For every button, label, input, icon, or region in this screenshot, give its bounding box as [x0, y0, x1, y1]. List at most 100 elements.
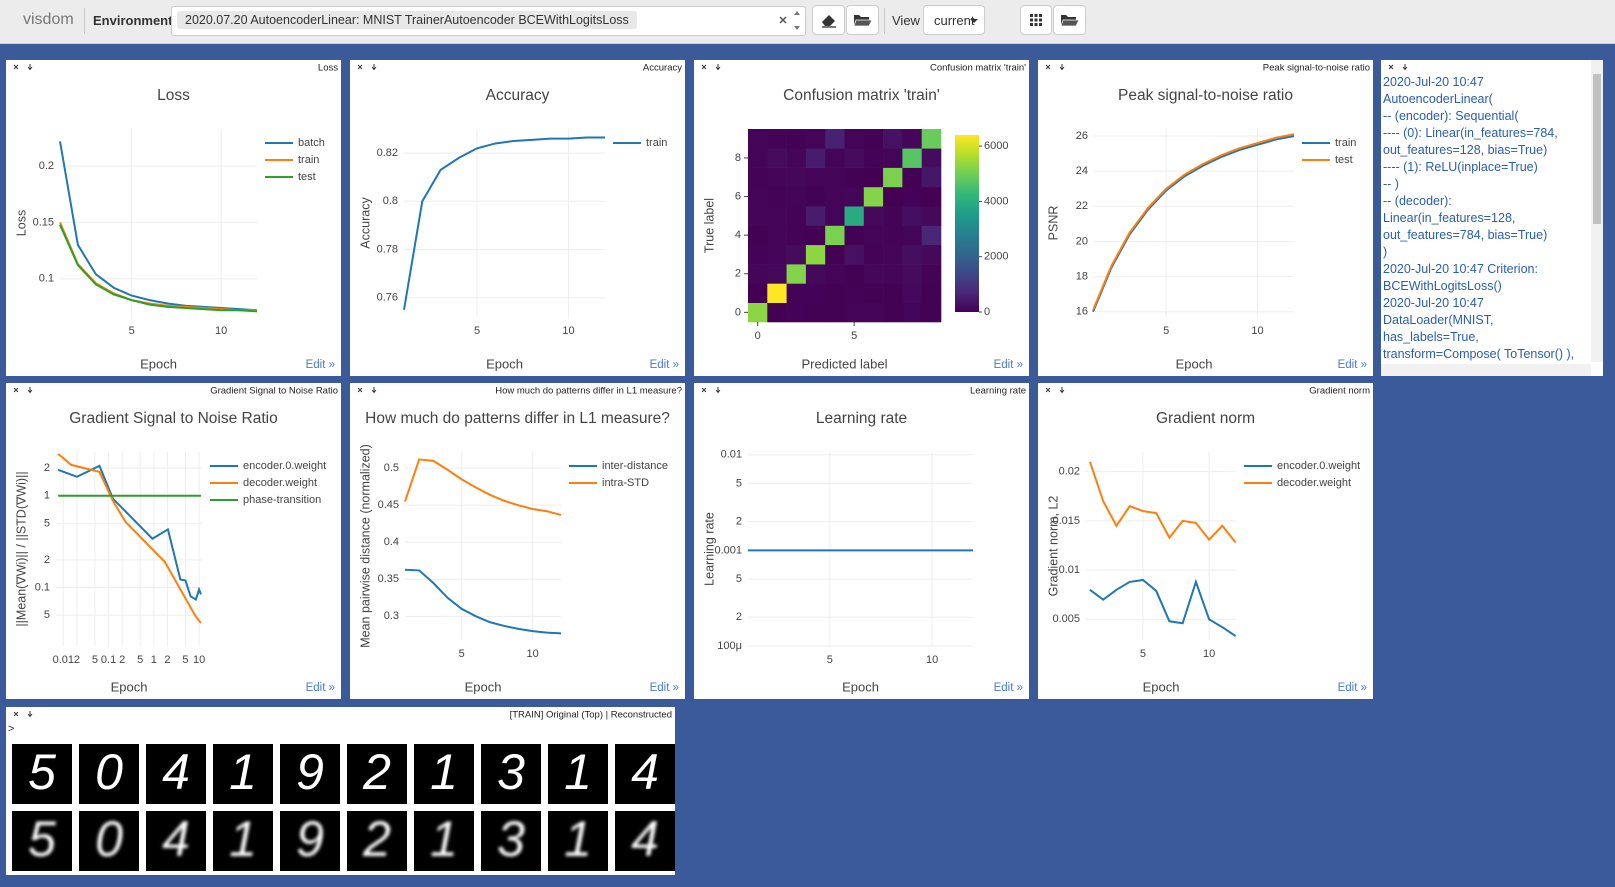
x-tick-label: 10 [926, 654, 938, 666]
download-icon[interactable] [1402, 64, 1408, 71]
close-icon[interactable] [13, 64, 19, 70]
download-icon[interactable] [371, 64, 377, 71]
close-icon[interactable] [13, 711, 19, 717]
clear-button[interactable] [812, 5, 845, 35]
y-tick-label: 0.001 [714, 544, 742, 556]
pane-canvas: Loss Loss Epoch Loss Edit » 5 10 0.1 0.15 0.2 batc… [13, 63, 338, 371]
legend-label: phase-transition [243, 494, 321, 506]
heatmap-cell [825, 264, 845, 284]
heatmap-cell [825, 244, 845, 265]
edit-link[interactable]: Edit » [306, 359, 335, 371]
y-tick-label: 0.4 [384, 536, 399, 548]
h-scrollbar[interactable] [1381, 364, 1591, 376]
download-icon[interactable] [715, 387, 721, 394]
chart-title: Gradient norm [1156, 410, 1255, 427]
repack-button[interactable] [1020, 5, 1052, 35]
original-digit: 4 [162, 744, 190, 800]
pane-canvas: How much do patterns differ in L1 measur… [357, 386, 682, 694]
heatmap-cell [767, 302, 787, 323]
download-icon[interactable] [371, 387, 377, 394]
x-tick-label: 5 [851, 330, 857, 342]
original-digit: 9 [296, 744, 324, 800]
chart-title: Learning rate [816, 410, 907, 427]
top-bar: visdom Environment 2020.07.20 Autoencode… [0, 0, 1615, 44]
line-series [57, 464, 202, 601]
edit-link[interactable]: Edit » [1338, 359, 1367, 371]
edit-link[interactable]: Edit » [1338, 682, 1367, 694]
pane: How much do patterns differ in L1 measur… [350, 383, 685, 699]
download-icon[interactable] [27, 711, 33, 718]
close-icon[interactable] [701, 64, 707, 70]
heatmap-cell [805, 167, 826, 188]
digit-image [615, 811, 675, 871]
heatmap-cell [921, 206, 942, 226]
y-axis-title: PSNR [1046, 206, 1060, 241]
x-axis-title: Epoch [111, 679, 148, 694]
x-tick-label: 5 [1163, 325, 1169, 337]
heatmap-cell [767, 167, 787, 188]
text-line: DataLoader(MNIST, [1383, 313, 1494, 327]
x-tick-label: 5 [182, 654, 188, 666]
heatmap-cell [921, 225, 942, 246]
heatmap-cell [883, 148, 903, 168]
pane-canvas: [TRAIN] Original (Top) | Reconstructed >5… [8, 710, 675, 871]
heatmap-cell [921, 302, 942, 323]
close-icon[interactable] [701, 387, 707, 393]
env-controls[interactable] [775, 7, 805, 35]
env-tag[interactable]: 2020.07.20 AutoencoderLinear: MNIST Trai… [177, 11, 637, 29]
download-icon[interactable] [1059, 64, 1065, 71]
reconstructed-digit: 4 [631, 811, 659, 867]
x-axis-title: Epoch [465, 679, 502, 694]
scrollbar-thumb[interactable] [1593, 74, 1601, 224]
pane-title: Loss [318, 63, 338, 74]
close-icon[interactable] [357, 64, 363, 70]
download-icon[interactable] [715, 64, 721, 71]
line-series [1089, 461, 1237, 544]
heatmap-cell [921, 167, 942, 188]
close-icon[interactable] [1388, 64, 1394, 70]
brand[interactable]: visdom [23, 11, 74, 28]
y-tick-label: 2 [44, 554, 50, 566]
download-icon[interactable] [1059, 387, 1065, 394]
close-icon[interactable] [357, 387, 363, 393]
download-icon[interactable] [27, 387, 33, 394]
edit-link[interactable]: Edit » [650, 359, 679, 371]
heatmap-cell [902, 283, 922, 303]
colorbar-label: 0 [984, 306, 990, 318]
reconstructed-digit: 5 [28, 811, 56, 867]
y-tick-label: 26 [1076, 130, 1088, 142]
close-icon[interactable] [1045, 64, 1051, 70]
edit-link[interactable]: Edit » [650, 682, 679, 694]
heatmap-cell [844, 302, 865, 323]
y-axis-title: True label [702, 198, 716, 253]
heatmap-cell [805, 186, 826, 207]
y-tick-label: 0.1 [39, 273, 54, 285]
close-icon[interactable] [13, 387, 19, 393]
heatmap-cell [863, 225, 884, 246]
env-select[interactable]: 2020.07.20 AutoencoderLinear: MNIST Trai… [171, 6, 806, 36]
heatmap-cell [748, 206, 768, 226]
close-icon[interactable] [1045, 387, 1051, 393]
heatmap-cell [786, 302, 807, 323]
y-tick-label: 0.78 [377, 243, 398, 255]
heatmap-cell [902, 167, 922, 188]
view-dropdown[interactable]: current [923, 5, 985, 35]
view-value: current [934, 13, 975, 28]
legend-label: decoder.weight [243, 477, 317, 489]
x-tick-label: 2 [119, 654, 125, 666]
env-label: Environment [93, 13, 173, 28]
edit-link[interactable]: Edit » [994, 682, 1023, 694]
manage-env-button[interactable] [846, 5, 879, 35]
heatmap-cell [767, 129, 787, 149]
digit-image [213, 811, 273, 871]
manage-view-button[interactable] [1053, 5, 1086, 35]
edit-link[interactable]: Edit » [306, 682, 335, 694]
heatmap-cell [786, 148, 807, 168]
pane-canvas: Gradient norm Gradient norm Epoch Gradient … [1045, 386, 1370, 694]
edit-link[interactable]: Edit » [994, 359, 1023, 371]
reconstructed-digit: 4 [162, 811, 190, 867]
heatmap-cell [902, 206, 922, 226]
original-digit: 4 [631, 744, 659, 800]
download-icon[interactable] [27, 64, 33, 71]
reconstructed-digit: 3 [497, 811, 525, 867]
